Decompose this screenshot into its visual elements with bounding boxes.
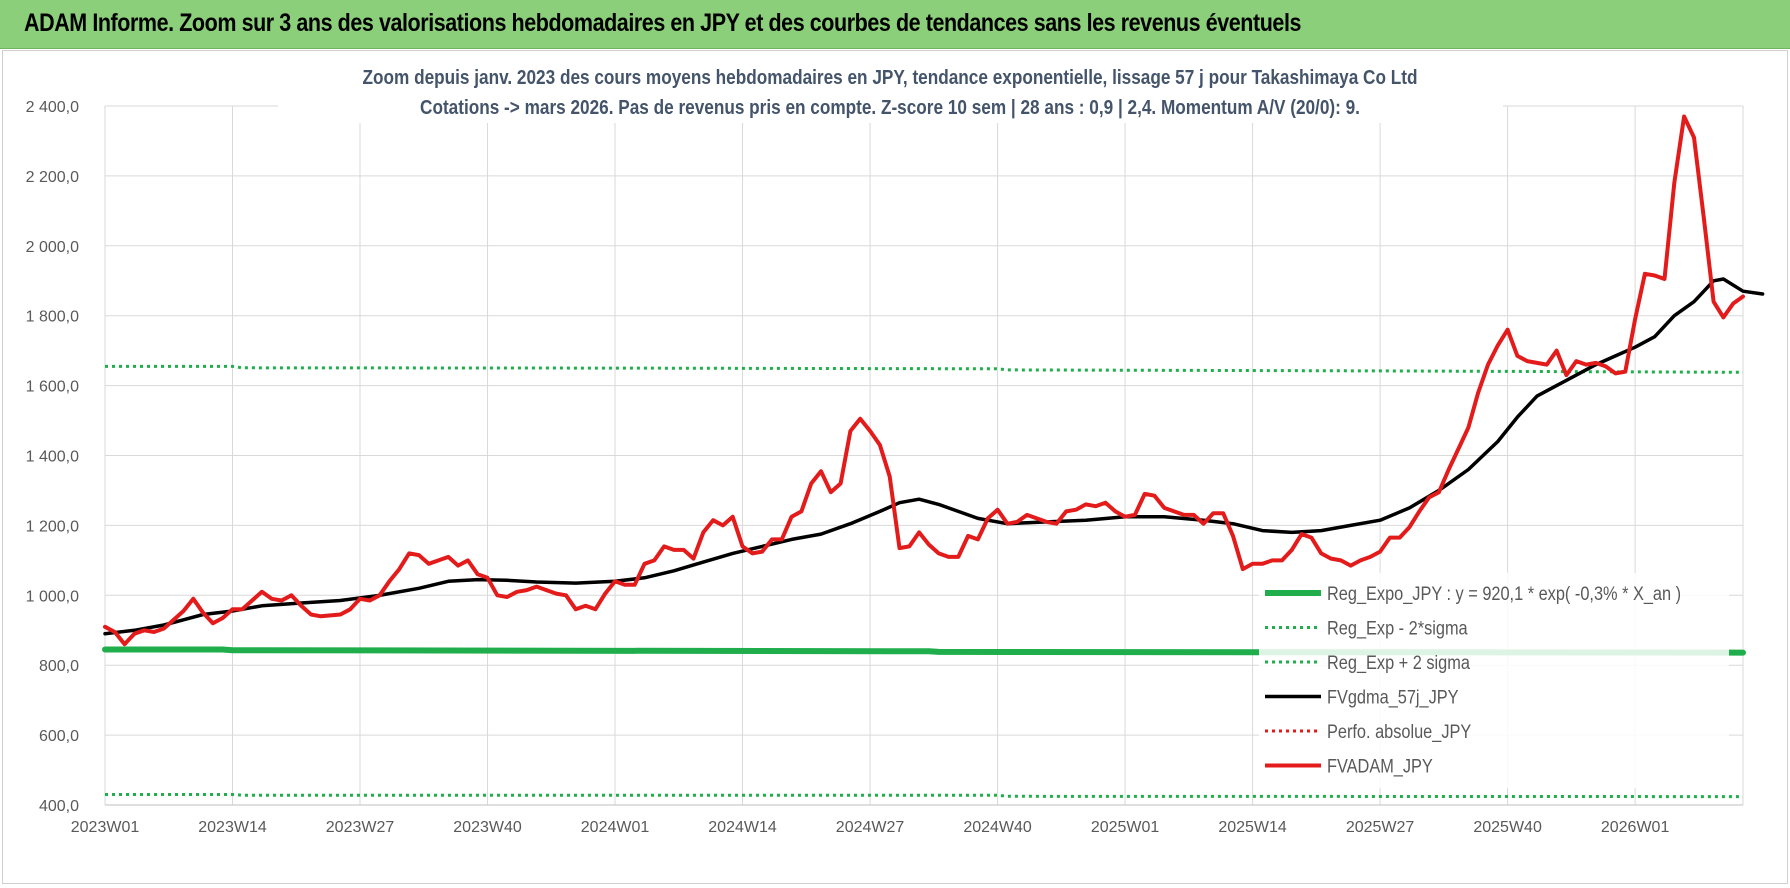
legend-label: Reg_Expo_JPY : y = 920,1 * exp( -0,3% * … — [1327, 583, 1681, 606]
legend-label: Reg_Exp + 2 sigma — [1327, 652, 1470, 675]
legend-label: FVgdma_57j_JPY — [1327, 686, 1459, 709]
x-axis: 2023W01 2023W14 2023W27 2023W40 2024W01 2024W… — [71, 819, 1670, 836]
x-tick-label: 2025W01 — [1091, 819, 1160, 836]
legend-label: Perfo. absolue_JPY — [1327, 721, 1471, 744]
chart-frame: 2 400,0 2 200,0 2 000,0 1 800,0 1 600,0 1 400… — [2, 50, 1788, 884]
y-tick-label: 1 000,0 — [26, 588, 79, 605]
x-tick-label: 2023W01 — [71, 819, 140, 836]
legend-label: Reg_Exp - 2*sigma — [1327, 617, 1468, 640]
x-tick-label: 2023W27 — [326, 819, 395, 836]
x-tick-label: 2024W01 — [581, 819, 650, 836]
series-line-fvgdma — [103, 277, 1765, 636]
report-banner: ADAM Informe. Zoom sur 3 ans des valoris… — [0, 0, 1790, 49]
y-tick-label: 600,0 — [39, 728, 79, 745]
x-tick-label: 2024W14 — [708, 819, 777, 836]
x-tick-label: 2024W27 — [836, 819, 905, 836]
series-line-reg-expo — [102, 646, 1746, 656]
report-title: ADAM Informe. Zoom sur 3 ans des valoris… — [24, 9, 1302, 37]
y-tick-label: 800,0 — [39, 658, 79, 675]
x-tick-label: 2023W40 — [453, 819, 522, 836]
y-tick-label: 2 400,0 — [26, 99, 79, 116]
x-tick-label: 2025W27 — [1346, 819, 1415, 836]
y-tick-label: 2 000,0 — [26, 239, 79, 256]
x-tick-label: 2025W40 — [1473, 819, 1542, 836]
y-tick-label: 1 400,0 — [26, 449, 79, 466]
x-tick-label: 2025W14 — [1218, 819, 1287, 836]
x-tick-label: 2023W14 — [198, 819, 267, 836]
y-axis: 2 400,0 2 200,0 2 000,0 1 800,0 1 600,0 1 400… — [26, 99, 79, 815]
legend-label: FVADAM_JPY — [1327, 755, 1433, 778]
chart-title-background — [278, 57, 1503, 123]
x-tick-label: 2024W40 — [963, 819, 1032, 836]
series-line-sigma-low — [105, 793, 1744, 799]
y-tick-label: 400,0 — [39, 798, 79, 815]
series-line-fvadam — [103, 114, 1745, 647]
chart-legend: Reg_Expo_JPY : y = 920,1 * exp( -0,3% * … — [1259, 573, 1729, 788]
y-tick-label: 2 200,0 — [26, 169, 79, 186]
chart-title-line-1: Zoom depuis janv. 2023 des cours moyens … — [363, 66, 1418, 89]
y-tick-label: 1 200,0 — [26, 518, 79, 535]
chart-title-line-2: Cotations -> mars 2026. Pas de revenus p… — [420, 96, 1360, 119]
y-tick-label: 1 600,0 — [26, 379, 79, 396]
price-chart: 2 400,0 2 200,0 2 000,0 1 800,0 1 600,0 1 400… — [26, 57, 1765, 836]
x-tick-label: 2026W01 — [1601, 819, 1670, 836]
legend-background — [1259, 573, 1729, 788]
series-line-sigma-high — [105, 364, 1744, 374]
y-tick-label: 1 800,0 — [26, 309, 79, 326]
chart-series — [102, 114, 1765, 799]
